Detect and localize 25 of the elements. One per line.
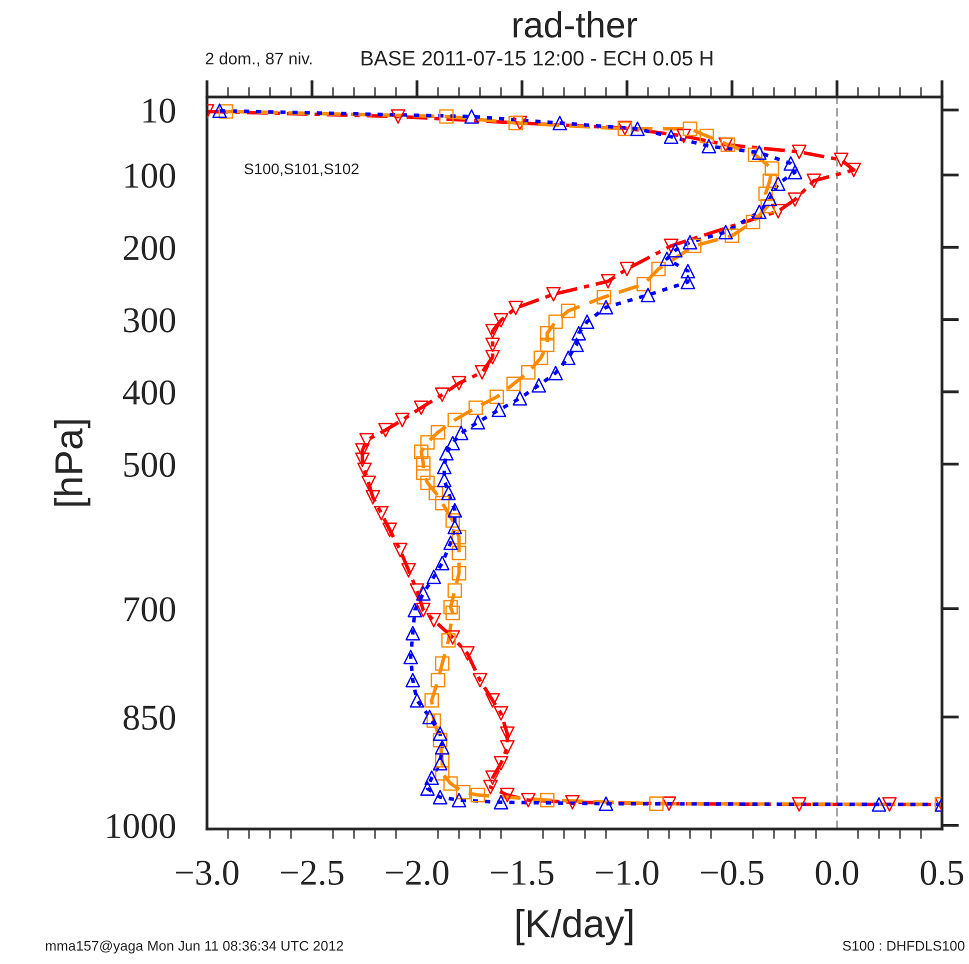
- y-tick-label: 500: [124, 452, 176, 477]
- annotation: S100,S101,S102: [244, 163, 359, 176]
- chart-subtitle: BASE 2011-07-15 12:00 - ECH 0.05 H: [362, 50, 712, 66]
- x-tick-label: −1.0: [596, 860, 658, 886]
- x-tick-label: 0.0: [816, 860, 858, 886]
- y-tick-label: 700: [124, 597, 176, 622]
- y-tick-label: 1000: [107, 814, 176, 838]
- y-tick-label: 400: [122, 380, 176, 405]
- y-tick-label: 300: [124, 308, 176, 332]
- text: 2 dom., 87 niv.: [206, 52, 312, 66]
- x-tick-label: 0.5: [920, 860, 964, 886]
- x-tick-label: −1.5: [491, 860, 554, 886]
- x-tick-label: −3.0: [176, 860, 238, 886]
- x-axis-title: [K/day]: [516, 908, 632, 946]
- y-tick-label: 200: [124, 236, 176, 260]
- x-tick-label: −2.5: [281, 860, 344, 886]
- x-tick-label: −0.5: [701, 860, 764, 886]
- y-tick-label: 850: [124, 706, 176, 730]
- chart-title: rad-ther: [514, 11, 638, 38]
- text: S100 : DHFDLS100: [842, 940, 964, 951]
- text: mma157@yaga Mon Jun 11 08:36:34 UTC 2012: [46, 940, 344, 954]
- y-tick-label: 100: [125, 164, 176, 188]
- y-axis-title: [hPa]: [54, 420, 90, 506]
- y-tick-label: 10: [144, 98, 176, 123]
- x-tick-label: −2.0: [386, 860, 448, 886]
